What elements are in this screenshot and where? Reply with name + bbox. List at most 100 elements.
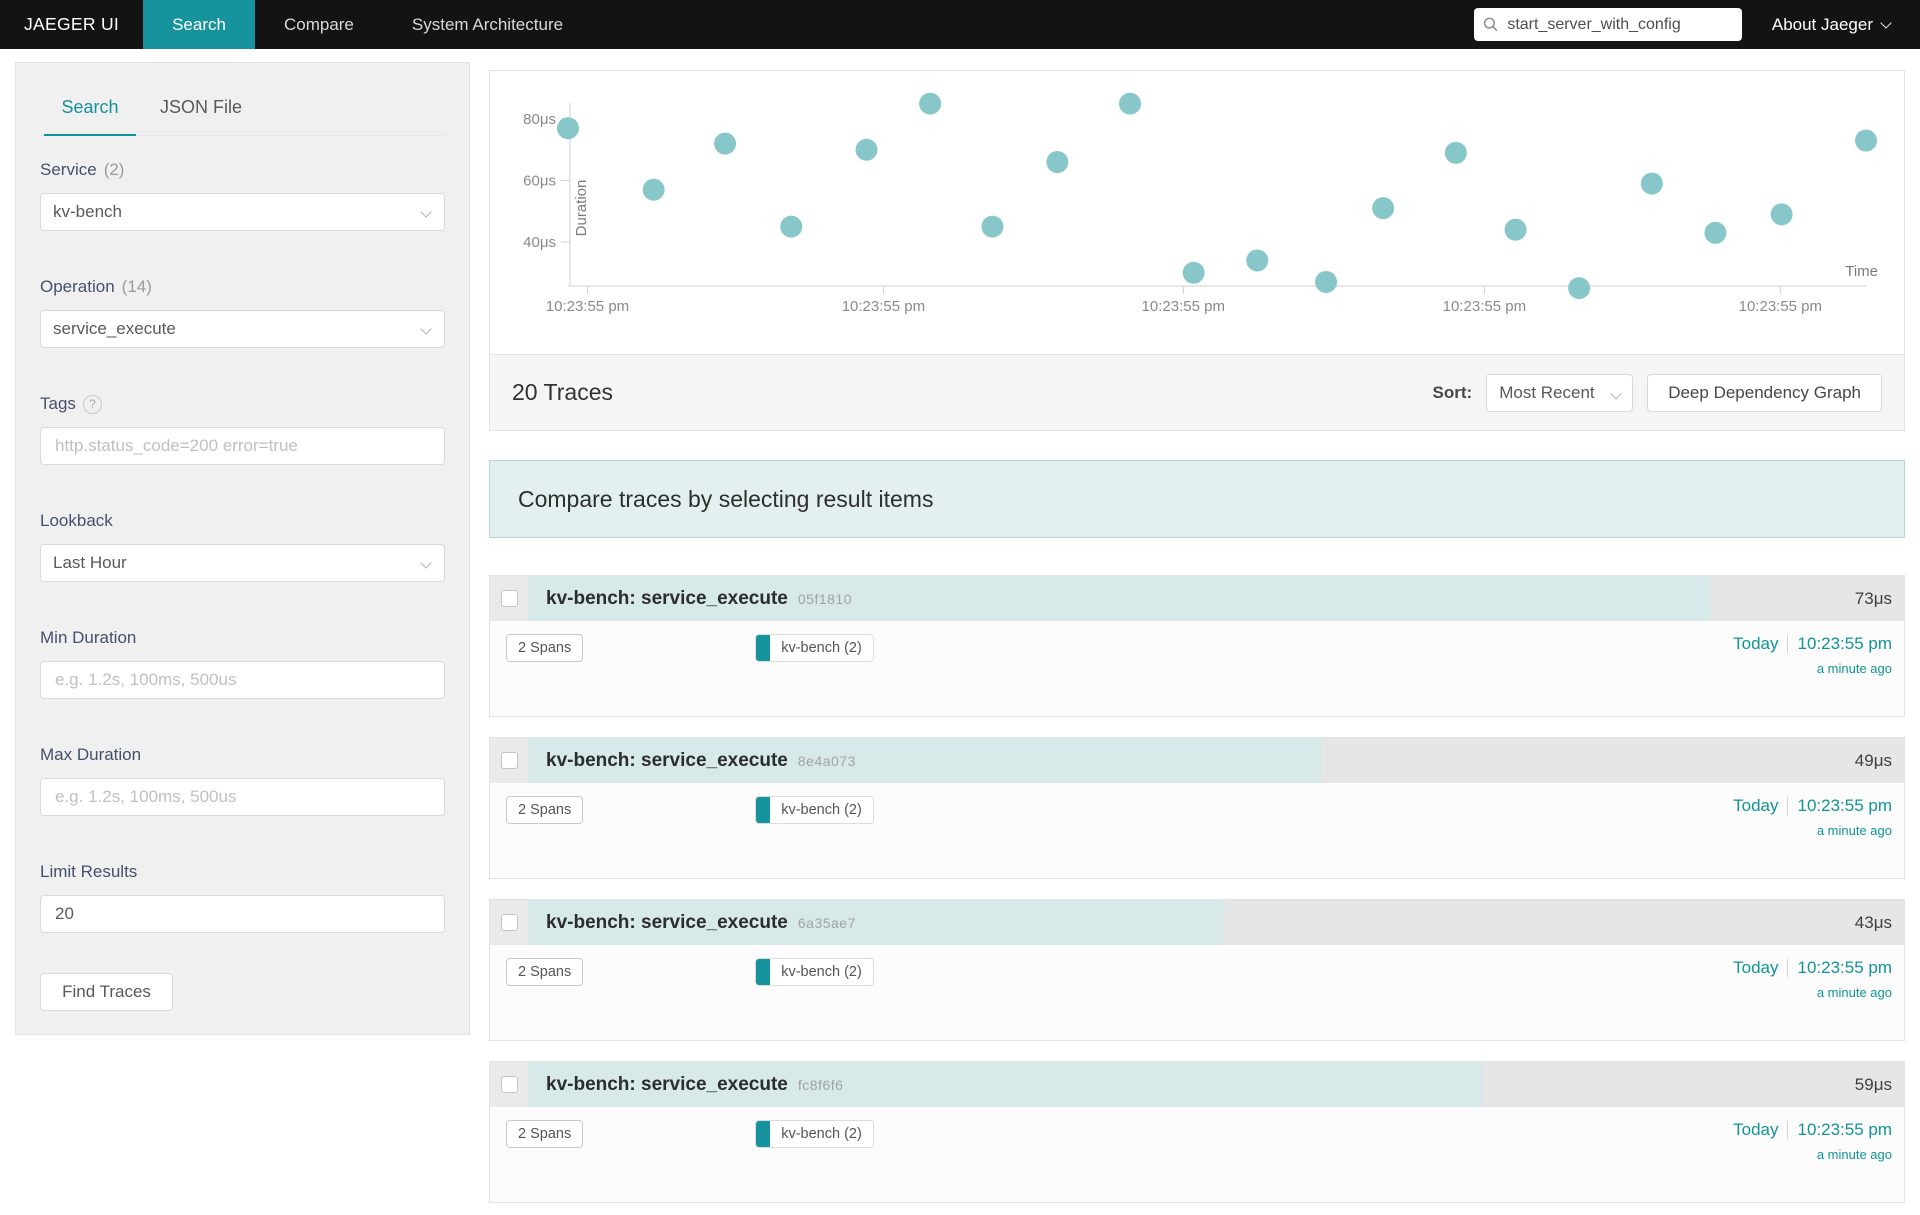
scatter-point[interactable] (855, 138, 878, 161)
service-color-chip (756, 959, 771, 985)
scatter-point[interactable] (1046, 151, 1069, 174)
max-duration-label: Max Duration (40, 745, 142, 764)
nav-tab-compare[interactable]: Compare (283, 14, 354, 34)
limit-results-field: Limit Results (40, 862, 445, 933)
operation-select[interactable]: service_execute (40, 310, 445, 348)
trace-card[interactable]: kv-bench: service_execute 8e4a073 49μs 2 … (489, 737, 1905, 879)
scatter-point[interactable] (1568, 277, 1591, 300)
limit-results-input[interactable] (53, 903, 432, 925)
scatter-point[interactable] (1182, 261, 1205, 284)
tab-search[interactable]: Search (40, 97, 140, 136)
trace-card-body: 2 Spans kv-bench (2) Today 10:23:55 pm a… (490, 945, 1904, 1040)
help-icon[interactable]: ? (82, 394, 102, 414)
nav-tab-system-architecture[interactable]: System Architecture (411, 14, 564, 34)
search-sidebar: Search JSON File Service (2) kv-bench Op… (15, 62, 470, 1035)
divider (1787, 635, 1789, 653)
scatter-point[interactable] (1504, 218, 1527, 241)
svg-text:80μs: 80μs (523, 111, 556, 128)
svg-text:10:23:55 pm: 10:23:55 pm (546, 298, 629, 315)
service-label: Service (2) (40, 160, 125, 179)
service-badge-label: kv-bench (2) (781, 640, 862, 656)
scatter-point[interactable] (1770, 203, 1793, 226)
trace-duration: 43μs (1854, 912, 1892, 932)
trace-time-link[interactable]: 10:23:55 pm (1797, 796, 1892, 815)
chevron-down-icon (1880, 16, 1892, 29)
trace-time-link[interactable]: 10:23:55 pm (1797, 958, 1892, 977)
scatter-point[interactable] (981, 215, 1004, 238)
trace-time-link[interactable]: 10:23:55 pm (1797, 634, 1892, 653)
service-color-chip (756, 1121, 771, 1147)
compare-traces-banner: Compare traces by selecting result items (489, 460, 1905, 538)
trace-time-link[interactable]: 10:23:55 pm (1797, 1120, 1892, 1139)
nav-tab-search[interactable]: Search (143, 0, 255, 49)
trace-select-checkbox[interactable] (500, 914, 518, 931)
trace-card[interactable]: kv-bench: service_execute 6a35ae7 43μs 2 … (489, 899, 1905, 1041)
operation-field: Operation (14) service_execute (40, 277, 445, 348)
trace-lookup-input[interactable] (1505, 14, 1733, 35)
scatter-point[interactable] (1855, 129, 1877, 152)
operation-select-value: service_execute (53, 319, 176, 338)
scatter-point[interactable] (1704, 221, 1727, 244)
span-count-badge: 2 Spans (506, 796, 584, 824)
scatter-point[interactable] (1246, 249, 1269, 272)
trace-card-body: 2 Spans kv-bench (2) Today 10:23:55 pm a… (490, 783, 1904, 878)
trace-card-body: 2 Spans kv-bench (2) Today 10:23:55 pm a… (490, 621, 1904, 716)
scatter-point[interactable] (919, 92, 942, 115)
trace-title: kv-bench: service_execute 05f1810 (546, 587, 852, 609)
trace-day-link[interactable]: Today (1733, 634, 1779, 653)
sort-select[interactable]: Most Recent (1486, 373, 1634, 412)
sort-label: Sort: (1432, 382, 1473, 402)
divider (1787, 959, 1789, 977)
search-icon (1483, 17, 1498, 32)
scatter-point[interactable] (1640, 172, 1663, 195)
duration-bar (528, 900, 1225, 945)
svg-text:60μs: 60μs (523, 173, 556, 190)
trace-select-checkbox[interactable] (500, 590, 518, 607)
trace-day-link[interactable]: Today (1733, 1120, 1779, 1139)
trace-time-block: Today 10:23:55 pm a minute ago (1733, 1120, 1892, 1162)
checkbox-cell (490, 576, 528, 621)
trace-day-link[interactable]: Today (1733, 796, 1779, 815)
duration-bar (528, 738, 1321, 783)
scatter-point[interactable] (780, 215, 803, 238)
span-count-badge: 2 Spans (506, 1120, 584, 1148)
max-duration-input[interactable] (53, 786, 432, 808)
find-traces-button[interactable]: Find Traces (40, 973, 173, 1011)
jaeger-logo[interactable]: JAEGER UI (24, 14, 120, 34)
scatter-point[interactable] (642, 178, 665, 201)
trace-card[interactable]: kv-bench: service_execute 05f1810 73μs 2 … (489, 575, 1905, 717)
trace-day-link[interactable]: Today (1733, 958, 1779, 977)
service-badge: kv-bench (2) (755, 634, 874, 662)
tab-json-file[interactable]: JSON File (159, 97, 242, 117)
min-duration-field: Min Duration (40, 628, 445, 699)
tags-field: Tags ? (40, 394, 445, 465)
results-header-controls: Sort: Most Recent Deep Dependency Graph (1432, 373, 1882, 412)
about-jaeger-menu[interactable]: About Jaeger (1772, 15, 1892, 35)
svg-text:10:23:55 pm: 10:23:55 pm (1443, 298, 1526, 315)
lookback-select[interactable]: Last Hour (40, 544, 445, 582)
service-badge-label: kv-bench (2) (781, 802, 862, 818)
trace-card[interactable]: kv-bench: service_execute fc8f6f6 59μs 2 … (489, 1061, 1905, 1203)
scatter-point[interactable] (1119, 92, 1142, 115)
service-color-chip (756, 635, 771, 661)
trace-select-checkbox[interactable] (500, 752, 518, 769)
svg-text:10:23:55 pm: 10:23:55 pm (1142, 298, 1225, 315)
scatter-point[interactable] (557, 117, 579, 140)
limit-results-inputbox (40, 895, 445, 933)
x-axis-label: Time (1845, 263, 1878, 280)
tags-input[interactable] (53, 435, 432, 457)
scatter-point[interactable] (1372, 197, 1395, 220)
scatter-point[interactable] (714, 132, 737, 155)
lookup-trace-search-box[interactable] (1473, 8, 1742, 41)
trace-select-checkbox[interactable] (500, 1076, 518, 1093)
service-select-value: kv-bench (53, 202, 122, 221)
trace-relative-time: a minute ago (1816, 661, 1892, 676)
trace-title: kv-bench: service_execute 6a35ae7 (546, 911, 856, 933)
checkbox-cell (490, 900, 528, 945)
service-select[interactable]: kv-bench (40, 193, 445, 231)
deep-dependency-graph-button[interactable]: Deep Dependency Graph (1647, 373, 1882, 412)
min-duration-input[interactable] (53, 669, 432, 691)
scatter-chart-panel: 80μs 60μs 40μs 10:23:55 pm 10:23:55 pm 10:23:… (489, 70, 1905, 355)
scatter-point[interactable] (1444, 141, 1467, 164)
scatter-point[interactable] (1315, 270, 1338, 293)
